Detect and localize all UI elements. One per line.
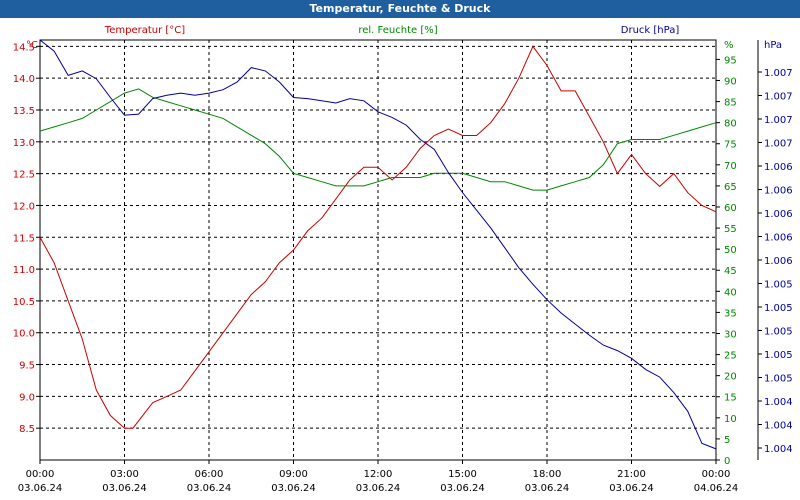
y-tick-label-temperature: 14.5 <box>13 42 35 53</box>
y-tick-label-pressure: 1.006 <box>764 233 793 244</box>
y-tick-label-pressure: 1.007 <box>764 92 793 103</box>
y-tick-label-temperature: 11.0 <box>13 265 35 276</box>
x-tick-label-time: 03:00 <box>110 469 139 480</box>
y-tick-label-humidity: 25 <box>724 351 737 362</box>
y-tick-label-temperature: 9.0 <box>19 392 35 403</box>
y-tick-label-humidity: 50 <box>724 245 737 256</box>
x-tick-label-time: 18:00 <box>533 469 562 480</box>
y-tick-label-pressure: 1.006 <box>764 256 793 267</box>
y-tick-label-pressure: 1.006 <box>764 209 793 220</box>
chart-title: Temperatur, Feuchte & Druck <box>0 0 800 18</box>
x-tick-label-date: 03.06.24 <box>102 483 147 494</box>
y-tick-label-humidity: 75 <box>724 140 737 151</box>
y-tick-label-pressure: 1.007 <box>764 115 793 126</box>
y-tick-label-temperature: 14.0 <box>13 74 35 85</box>
x-tick-label-date: 03.06.24 <box>440 483 485 494</box>
y-tick-label-humidity: 80 <box>724 119 737 130</box>
series-line-pressure <box>39 39 717 450</box>
x-tick-label-date: 03.06.24 <box>271 483 316 494</box>
y-tick-label-temperature: 8.5 <box>19 424 35 435</box>
axis-unit-humidity: % <box>724 40 734 51</box>
legend-temperature: Temperatur [°C] <box>104 25 185 36</box>
y-tick-label-pressure: 1.004 <box>764 444 793 455</box>
y-tick-label-pressure: 1.005 <box>764 374 793 385</box>
y-tick-label-temperature: 13.0 <box>13 138 35 149</box>
x-tick-label-time: 09:00 <box>279 469 308 480</box>
x-tick-label-date: 03.06.24 <box>525 483 570 494</box>
axis-unit-pressure: hPa <box>764 40 782 51</box>
axis-unit-temperature: °C <box>26 40 38 51</box>
x-tick-label-date: 03.06.24 <box>18 483 63 494</box>
y-tick-label-humidity: 10 <box>724 414 737 425</box>
x-tick-label-time: 21:00 <box>617 469 646 480</box>
y-tick-label-humidity: 40 <box>724 287 737 298</box>
y-tick-label-temperature: 9.5 <box>19 361 35 372</box>
y-tick-label-pressure: 1.005 <box>764 350 793 361</box>
y-tick-label-humidity: 85 <box>724 98 737 109</box>
y-tick-label-temperature: 10.5 <box>13 297 35 308</box>
y-tick-label-humidity: 30 <box>724 329 737 340</box>
x-tick-label-time: 15:00 <box>448 469 477 480</box>
y-tick-label-pressure: 1.005 <box>764 327 793 338</box>
y-tick-label-humidity: 70 <box>724 161 737 172</box>
y-tick-label-pressure: 1.004 <box>764 421 793 432</box>
y-tick-label-temperature: 13.5 <box>13 106 35 117</box>
y-tick-label-temperature: 10.0 <box>13 329 35 340</box>
y-tick-label-humidity: 35 <box>724 308 737 319</box>
x-tick-label-date: 03.06.24 <box>187 483 232 494</box>
x-tick-label-time: 00:00 <box>702 469 731 480</box>
legend-pressure: Druck [hPa] <box>621 25 680 36</box>
x-tick-label-date: 03.06.24 <box>356 483 401 494</box>
y-tick-label-humidity: 60 <box>724 203 737 214</box>
x-tick-label-date: 04.06.24 <box>694 483 739 494</box>
x-tick-label-time: 00:00 <box>26 469 55 480</box>
x-tick-label-date: 03.06.24 <box>609 483 654 494</box>
y-tick-label-pressure: 1.004 <box>764 397 793 408</box>
y-tick-label-temperature: 12.5 <box>13 170 35 181</box>
y-tick-label-pressure: 1.007 <box>764 139 793 150</box>
y-tick-label-pressure: 1.005 <box>764 280 793 291</box>
y-tick-label-temperature: 12.0 <box>13 201 35 212</box>
y-tick-label-pressure: 1.005 <box>764 303 793 314</box>
y-tick-label-humidity: 5 <box>724 435 730 446</box>
y-tick-label-pressure: 1.007 <box>764 68 793 79</box>
x-tick-label-time: 06:00 <box>195 469 224 480</box>
chart-canvas: 00:00 03.06.24 03:00 03.06.24 06:00 03.06.24 0… <box>13 25 793 494</box>
y-tick-label-humidity: 20 <box>724 372 737 383</box>
x-tick-label-time: 12:00 <box>364 469 393 480</box>
y-tick-label-temperature: 11.5 <box>13 233 35 244</box>
series-line-humidity <box>39 88 717 191</box>
y-tick-label-pressure: 1.006 <box>764 162 793 173</box>
y-tick-label-humidity: 15 <box>724 393 737 404</box>
legend-humidity: rel. Feuchte [%] <box>358 25 437 36</box>
y-tick-label-pressure: 1.006 <box>764 186 793 197</box>
y-tick-label-humidity: 65 <box>724 182 737 193</box>
series-line-temperature <box>39 45 717 429</box>
y-tick-label-humidity: 55 <box>724 224 737 235</box>
y-tick-label-humidity: 0 <box>724 456 730 467</box>
y-tick-label-humidity: 95 <box>724 55 737 66</box>
y-tick-label-humidity: 90 <box>724 76 737 87</box>
y-tick-label-humidity: 45 <box>724 266 737 277</box>
